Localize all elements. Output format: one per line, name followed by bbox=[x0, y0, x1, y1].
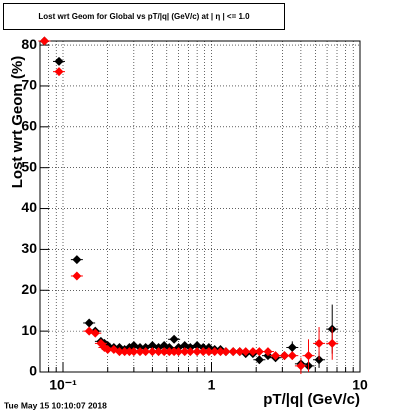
y-tick-label: 70 bbox=[21, 77, 37, 93]
plot-border bbox=[39, 40, 361, 373]
data-point bbox=[296, 361, 306, 371]
data-point bbox=[192, 347, 202, 357]
data-point bbox=[228, 347, 238, 357]
data-point bbox=[287, 351, 297, 361]
data-point bbox=[90, 328, 100, 338]
data-point bbox=[241, 347, 251, 357]
y-tick-label: 0 bbox=[29, 363, 37, 379]
data-point bbox=[271, 351, 281, 361]
data-point bbox=[103, 345, 113, 355]
data-point bbox=[141, 347, 151, 357]
y-tick-label: 80 bbox=[21, 36, 37, 52]
data-point bbox=[147, 347, 157, 357]
data-point bbox=[304, 351, 314, 361]
data-point bbox=[327, 338, 337, 348]
y-tick-label: 10 bbox=[21, 322, 37, 338]
data-point bbox=[314, 338, 324, 348]
data-point bbox=[169, 334, 179, 344]
data-point bbox=[254, 355, 264, 365]
data-point bbox=[129, 347, 139, 357]
data-point bbox=[263, 347, 273, 357]
plot-frame bbox=[40, 41, 360, 372]
y-tick-label: 50 bbox=[21, 158, 37, 174]
x-tick-label: 10 bbox=[352, 377, 368, 393]
y-tick-label: 20 bbox=[21, 281, 37, 297]
data-point bbox=[54, 56, 64, 66]
x-axis-title: pT/|q| (GeV/c) bbox=[263, 391, 360, 408]
y-axis-title: Lost wrt Geom (%) bbox=[9, 56, 26, 189]
data-point bbox=[254, 347, 264, 357]
data-point bbox=[185, 347, 195, 357]
data-point bbox=[248, 347, 258, 357]
data-point bbox=[39, 36, 49, 46]
y-tick-label: 60 bbox=[21, 118, 37, 134]
data-point bbox=[84, 318, 94, 328]
data-point bbox=[287, 342, 297, 352]
data-point bbox=[72, 271, 82, 281]
y-tick-label: 30 bbox=[21, 240, 37, 256]
data-point bbox=[221, 347, 231, 357]
chart-title: Lost wrt Geom for Global vs pT/|q| (GeV/… bbox=[38, 12, 250, 21]
data-point bbox=[54, 67, 64, 77]
y-tick-label: 40 bbox=[21, 199, 37, 215]
title-box bbox=[3, 3, 285, 30]
data-point bbox=[279, 351, 289, 361]
x-tick-label: 1 bbox=[208, 377, 216, 393]
data-point bbox=[72, 255, 82, 265]
footer-date: Tue May 15 10:10:07 2018 bbox=[4, 400, 107, 410]
x-tick-label: 10⁻¹ bbox=[49, 377, 77, 393]
data-point bbox=[174, 347, 184, 357]
